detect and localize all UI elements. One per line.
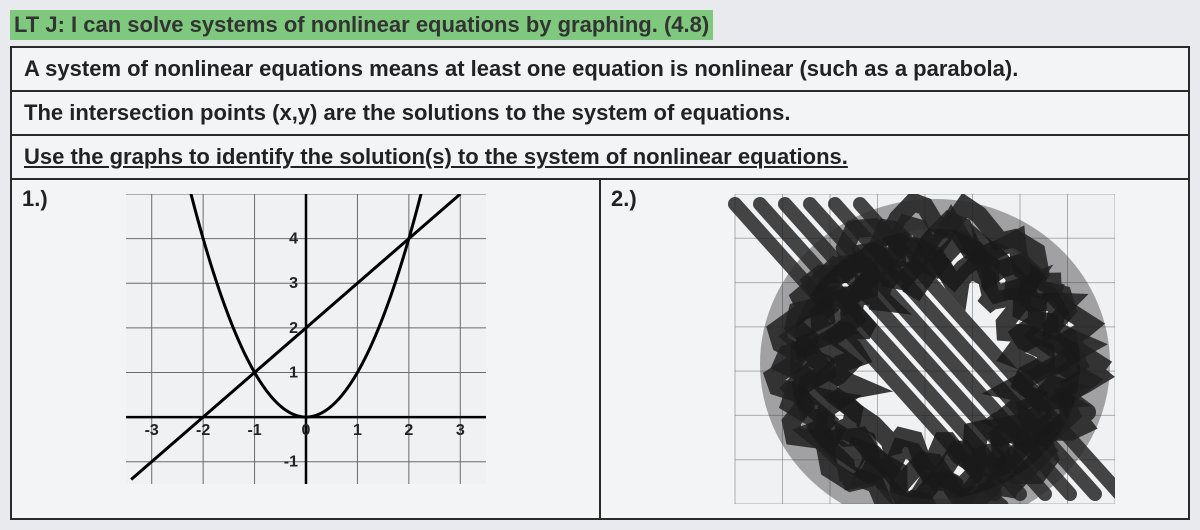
problem-1-cell: 1.) -3-2-10123-11234	[11, 179, 600, 519]
svg-text:3: 3	[455, 422, 464, 439]
problem-2-cell: 2.)	[600, 179, 1189, 519]
graph-2-svg	[675, 194, 1115, 504]
svg-text:1: 1	[352, 422, 361, 439]
svg-text:-2: -2	[196, 422, 210, 439]
instruction-row: Use the graphs to identify the solution(…	[11, 135, 1189, 179]
svg-text:-1: -1	[283, 454, 297, 471]
svg-text:3: 3	[289, 275, 298, 292]
intersection-row: The intersection points (x,y) are the so…	[11, 91, 1189, 135]
svg-text:-3: -3	[144, 422, 158, 439]
svg-text:0: 0	[301, 422, 310, 439]
learning-target-header: LT J: I can solve systems of nonlinear e…	[10, 10, 713, 40]
svg-text:4: 4	[289, 231, 298, 248]
svg-text:-1: -1	[247, 422, 261, 439]
svg-text:1: 1	[289, 364, 298, 381]
content-table: A system of nonlinear equations means at…	[10, 46, 1190, 520]
problem-2-label: 2.)	[611, 186, 637, 212]
problem-2-graph	[609, 188, 1180, 504]
problem-1-label: 1.)	[22, 186, 48, 212]
svg-text:2: 2	[404, 422, 413, 439]
graph-1-svg: -3-2-10123-11234	[126, 194, 486, 484]
definition-row: A system of nonlinear equations means at…	[11, 47, 1189, 91]
problem-1-graph: -3-2-10123-11234	[20, 188, 591, 484]
